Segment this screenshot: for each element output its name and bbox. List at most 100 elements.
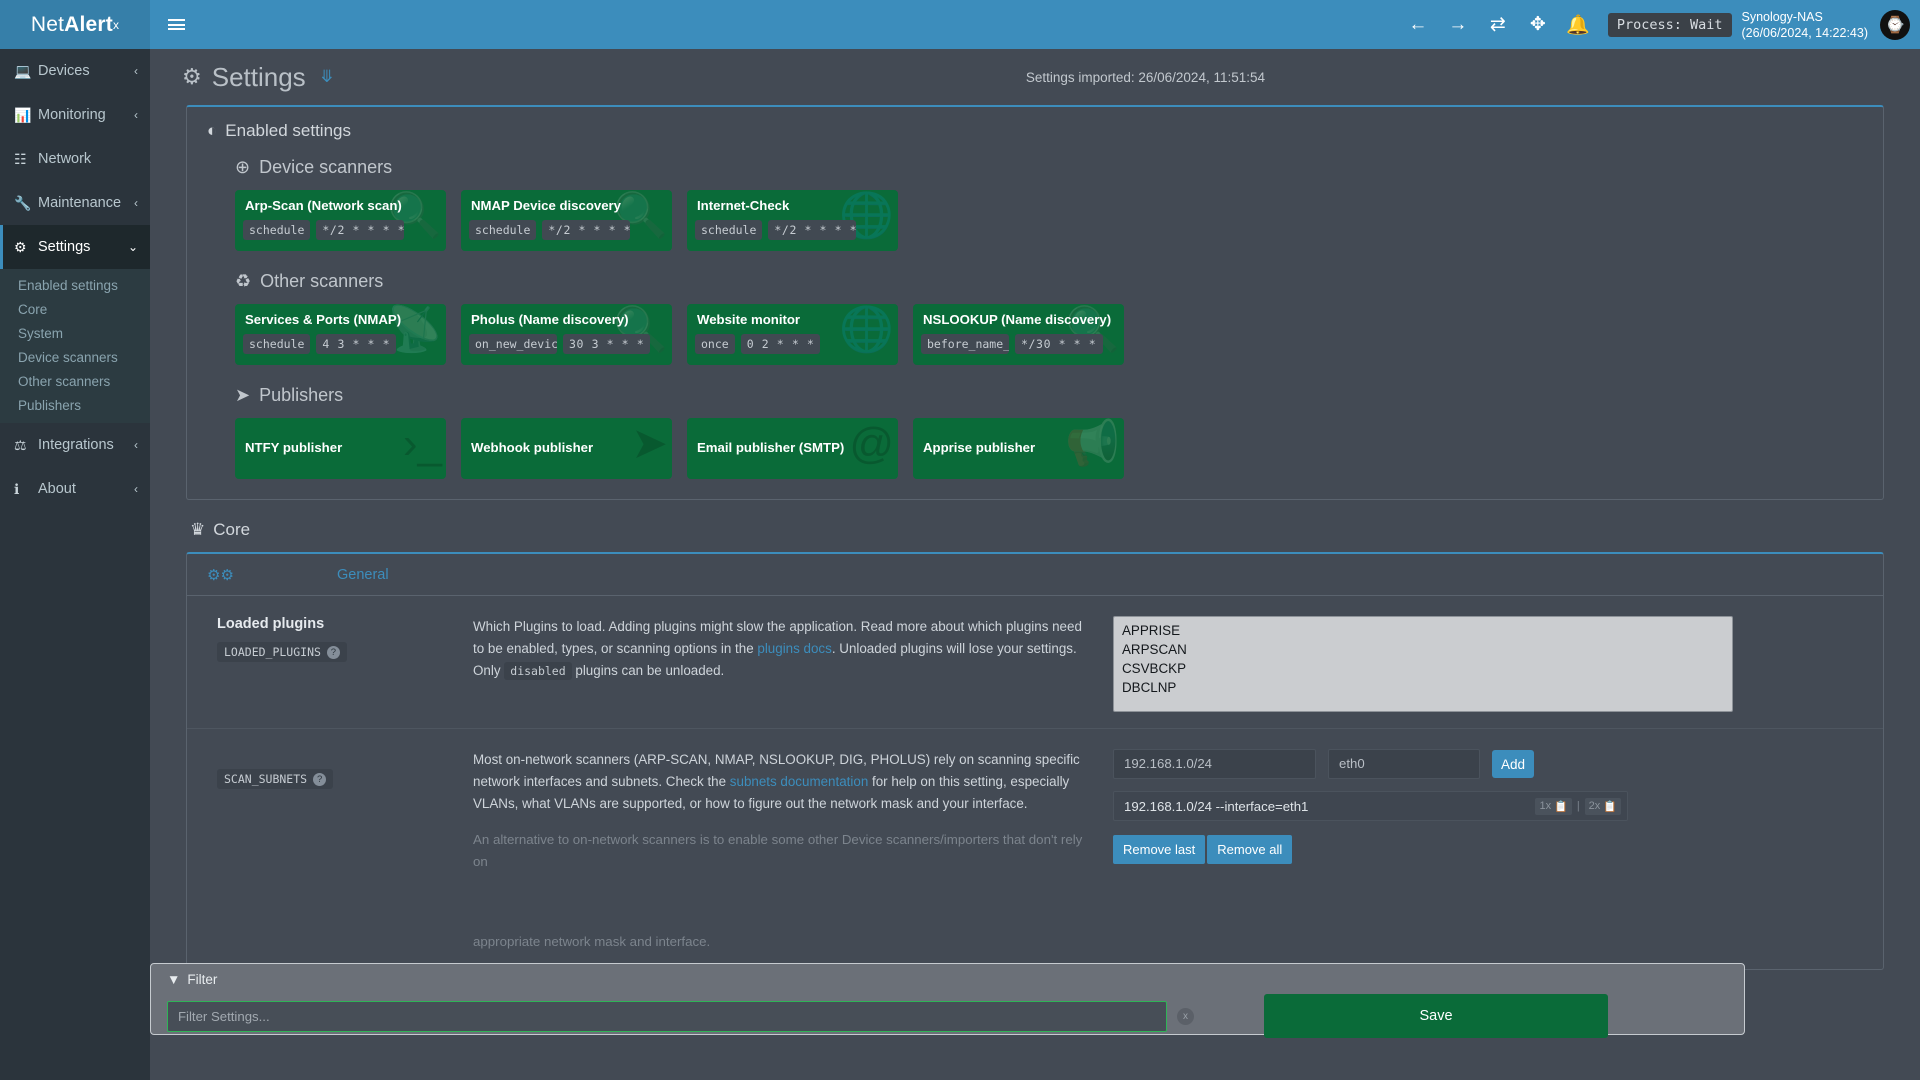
setting-code-text: LOADED_PLUGINS: [224, 645, 321, 659]
list-item[interactable]: DBCLNP: [1122, 680, 1177, 695]
user-info[interactable]: Synology-NAS (26/06/2024, 14:22:43): [1742, 9, 1869, 41]
card-apprise-publisher[interactable]: 📢 Apprise publisher: [913, 418, 1124, 479]
plugins-docs-link[interactable]: plugins docs: [757, 641, 832, 656]
desc-part-2: . Unloaded plugins will lose your settin…: [473, 641, 1077, 678]
app-logo[interactable]: Net Alert x: [0, 0, 150, 49]
card-email-publisher-smtp[interactable]: @ Email publisher (SMTP): [687, 418, 898, 479]
setting-code: SCAN_SUBNETS ?: [217, 769, 334, 789]
card-tag-value: */2 * * * *: [768, 220, 857, 240]
save-button[interactable]: Save: [1264, 994, 1608, 1038]
card-tags: schedule */2 * * * *: [461, 213, 672, 240]
user-timestamp: (26/06/2024, 14:22:43): [1741, 25, 1869, 40]
card-tag-value: 4 3 * * *: [316, 334, 397, 354]
card-ntfy-publisher[interactable]: ›_ NTFY publisher: [235, 418, 446, 479]
card-title: NTFY publisher: [245, 440, 343, 455]
card-title: Arp-Scan (Network scan): [245, 198, 402, 213]
add-button[interactable]: Add: [1492, 750, 1534, 778]
card-webhook-publisher[interactable]: ➤ Webhook publisher: [461, 418, 672, 479]
sidebar-item-devices[interactable]: 💻 Devices ‹: [0, 49, 150, 93]
chevron-left-icon: ‹: [134, 196, 138, 210]
remove-all-button[interactable]: Remove all: [1207, 835, 1293, 864]
subnet-list-item-text: 192.168.1.0/24 --interface=eth1: [1124, 798, 1309, 814]
sidebar-item-settings[interactable]: ⚙ Settings ⌄: [0, 225, 150, 269]
megaphone-icon: 📢: [1065, 419, 1120, 468]
double-chevron-down-icon[interactable]: ⤋: [319, 67, 334, 86]
card-tags: schedule */2 * * * *: [235, 213, 446, 240]
laptop-icon: 💻: [14, 62, 32, 79]
arrows-move-icon[interactable]: ✥: [1529, 14, 1546, 35]
sidebar-item-monitoring[interactable]: 📊 Monitoring ‹: [0, 93, 150, 137]
card-website-monitor[interactable]: 🌐 Website monitor once 0 2 * * *: [687, 304, 898, 365]
setting-control: Add 192.168.1.0/24 --interface=eth1 1x 📋…: [1113, 749, 1753, 953]
remove-last-button[interactable]: Remove last: [1113, 835, 1206, 864]
toggle-icon: ◐: [207, 121, 218, 140]
list-item[interactable]: CSVBCKP: [1122, 661, 1186, 676]
card-tags: schedule 4 3 * * *: [235, 327, 446, 354]
chevron-left-icon: ‹: [134, 64, 138, 78]
sidebar-subitem-core[interactable]: Core: [18, 301, 48, 317]
avatar[interactable]: ⌚: [1880, 9, 1910, 40]
sidebar-item-network[interactable]: ☷ Network: [0, 137, 150, 181]
group-title-publishers: ➤ Publishers: [187, 369, 1883, 406]
main-content: ⚙ Settings ⤋ Settings imported: 26/06/20…: [150, 49, 1920, 1080]
group-title-text: Other scanners: [260, 271, 384, 291]
sidebar-subitem-system[interactable]: System: [18, 325, 64, 341]
list-item[interactable]: ARPSCAN: [1122, 642, 1187, 657]
help-icon[interactable]: ?: [313, 772, 327, 786]
sidebar-subitem-enabled-settings[interactable]: Enabled settings: [18, 277, 118, 293]
group-title-text: Device scanners: [259, 157, 393, 177]
core-section: ♛ Core ⚙⚙ General Loaded plugins LOADED_…: [186, 516, 1884, 970]
setting-row-loaded-plugins: Loaded plugins LOADED_PLUGINS ? Which Pl…: [187, 596, 1883, 729]
arrow-left-icon[interactable]: ←: [1408, 13, 1428, 35]
top-header: Net Alert x ← → ⇄ ✥ 🔔 Process: Wait Synolo…: [0, 0, 1920, 49]
page-title: ⚙ Settings: [182, 62, 306, 93]
card-title: NSLOOKUP (Name discovery): [923, 312, 1112, 327]
card-title: Pholus (Name discovery): [471, 312, 629, 327]
card-tags: schedule */2 * * * *: [687, 213, 898, 240]
plug-icon: ⚖: [14, 436, 27, 453]
card-tag-key: before_name_upd: [921, 334, 1009, 354]
arrow-right-icon[interactable]: →: [1448, 13, 1468, 35]
card-services-ports-nmap[interactable]: 📡 Services & Ports (NMAP) schedule 4 3 *…: [235, 304, 446, 365]
clear-filter-icon[interactable]: x: [1177, 1007, 1194, 1025]
subnets-documentation-link[interactable]: subnets documentation: [729, 774, 869, 789]
publisher-cards: ›_ NTFY publisher ➤ Webhook publisher @ …: [187, 406, 1883, 499]
network-icon: ☷: [14, 150, 27, 167]
card-arp-scan[interactable]: 🔍 Arp-Scan (Network scan) schedule */2 *…: [235, 190, 446, 251]
interface-input[interactable]: [1328, 749, 1480, 779]
card-nslookup-name-discovery[interactable]: 🔍 NSLOOKUP (Name discovery) before_name_…: [913, 304, 1124, 365]
paper-plane-icon: ➤: [235, 385, 251, 405]
subnet-input[interactable]: [1113, 749, 1316, 779]
settings-submenu: Enabled settings Core System Device scan…: [0, 269, 150, 423]
card-tag-value: */30 * * * *: [1015, 334, 1103, 354]
copy-1x-button[interactable]: 1x 📋: [1535, 797, 1572, 815]
sidebar-subitem-other-scanners[interactable]: Other scanners: [18, 373, 111, 389]
card-nmap-device-discovery[interactable]: 🔍 NMAP Device discovery schedule */2 * *…: [461, 190, 672, 251]
loaded-plugins-listbox[interactable]: APPRISE ARPSCAN CSVBCKP DBCLNP: [1113, 616, 1733, 712]
sidebar-subitem-device-scanners[interactable]: Device scanners: [18, 349, 118, 365]
sidebar-subitem-publishers[interactable]: Publishers: [18, 397, 82, 413]
help-icon[interactable]: ?: [326, 645, 340, 659]
card-tag-key: once: [695, 334, 735, 354]
copy-2x-button[interactable]: 2x 📋: [1584, 797, 1621, 815]
setting-name: Loaded plugins: [217, 616, 325, 632]
menu-toggle-icon[interactable]: [150, 0, 202, 49]
group-title-other-scanners: ♻ Other scanners: [187, 255, 1883, 292]
sidebar-item-integrations[interactable]: ⚖ Integrations ‹: [0, 423, 150, 467]
setting-control: APPRISE ARPSCAN CSVBCKP DBCLNP: [1113, 616, 1753, 712]
desc-part-3: plugins can be unloaded.: [571, 663, 725, 678]
sidebar-item-maintenance[interactable]: 🔧 Maintenance ‹: [0, 181, 150, 225]
card-internet-check[interactable]: 🌐 Internet-Check schedule */2 * * * *: [687, 190, 898, 251]
tab-general[interactable]: General: [337, 566, 389, 583]
device-scanner-cards: 🔍 Arp-Scan (Network scan) schedule */2 *…: [187, 178, 1883, 255]
filter-label-text: Filter: [187, 972, 218, 987]
gears-icon: ⚙⚙: [207, 566, 234, 584]
bell-icon[interactable]: 🔔: [1565, 14, 1590, 36]
subnet-list-item[interactable]: 192.168.1.0/24 --interface=eth1 1x 📋 | 2…: [1113, 791, 1628, 821]
sidebar-item-about[interactable]: ℹ About ‹: [0, 467, 150, 511]
card-pholus-name-discovery[interactable]: 🔍 Pholus (Name discovery) on_new_device …: [461, 304, 672, 365]
group-title-device-scanners: ⊕ Device scanners: [187, 141, 1883, 178]
list-item[interactable]: APPRISE: [1122, 623, 1181, 638]
filter-input[interactable]: [167, 1000, 1167, 1032]
refresh-icon[interactable]: ⇄: [1489, 14, 1506, 35]
